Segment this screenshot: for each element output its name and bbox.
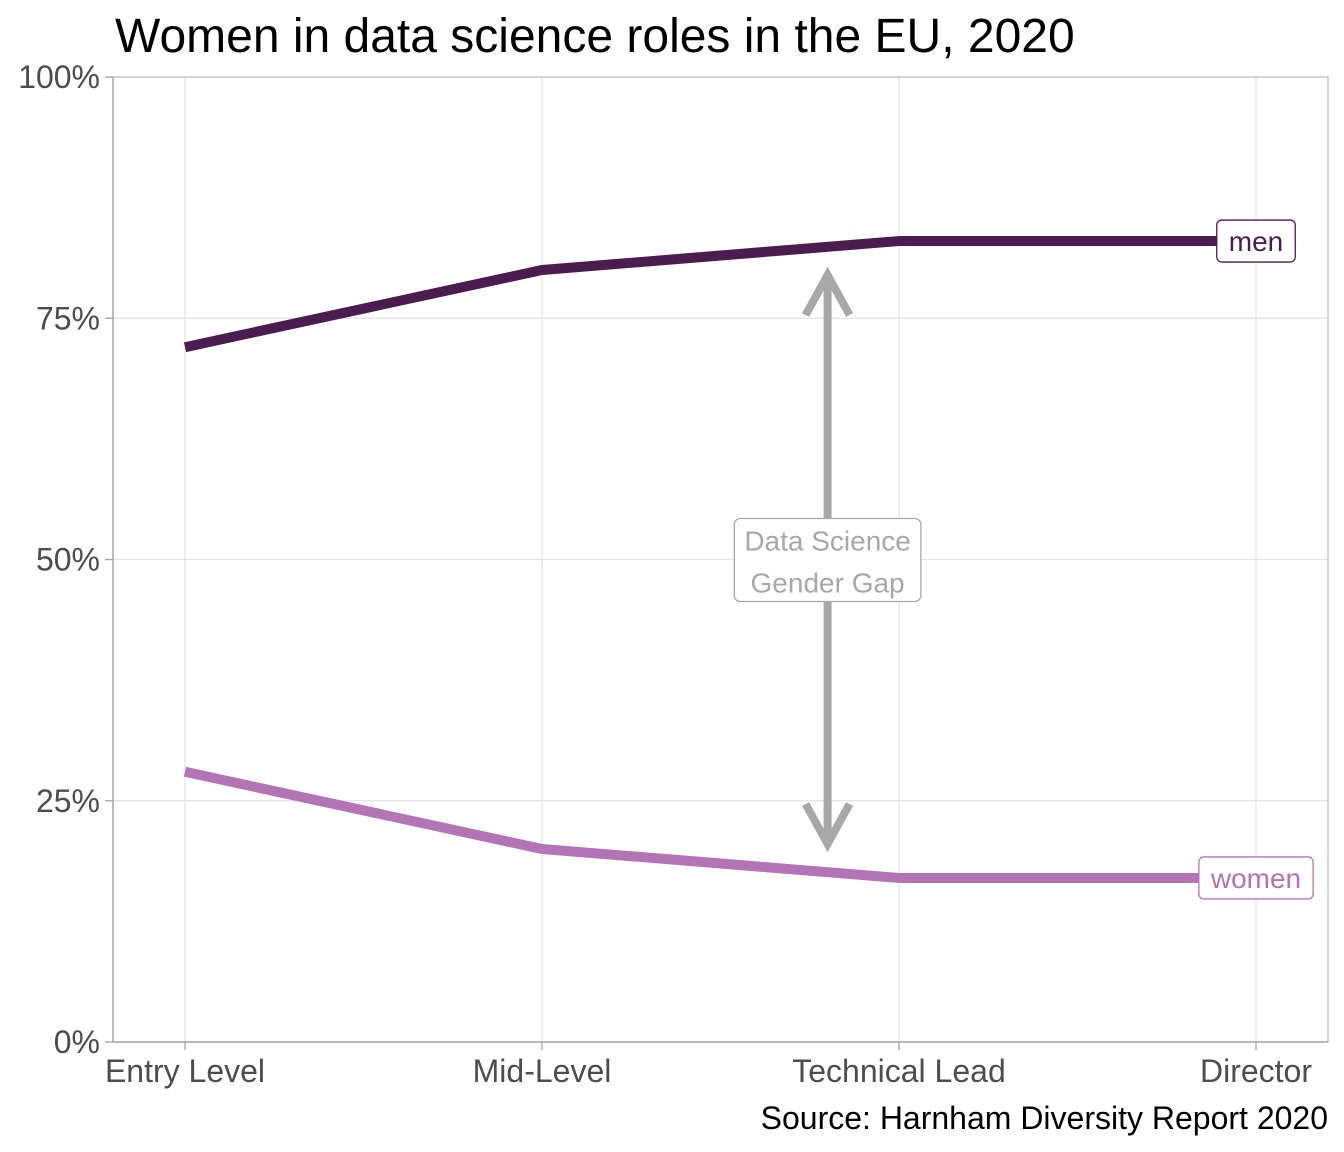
gap-annotation: Data Science Gender Gap [733, 266, 922, 853]
gap-label-line-1: Data Science [744, 526, 911, 557]
series-label-text: men [1229, 226, 1283, 257]
x-tick-label: Entry Level [105, 1053, 265, 1089]
x-tick-label: Mid-Level [473, 1053, 612, 1089]
series-label-women: women [1198, 856, 1314, 900]
y-tick-label: 100% [18, 59, 100, 95]
chart-caption: Source: Harnham Diversity Report 2020 [761, 1100, 1328, 1136]
y-tick-label: 25% [36, 783, 100, 819]
series-line-women [183, 766, 1256, 883]
series-label-box [1216, 219, 1296, 263]
chart-title: Women in data science roles in the EU, 2… [115, 10, 1075, 63]
gap-label-box [733, 517, 922, 603]
series-line-men [183, 236, 1256, 353]
gap-label-line-2: Gender Gap [751, 568, 905, 599]
y-tick-label: 50% [36, 542, 100, 578]
gap-arrow-head-bottom [802, 802, 854, 853]
series-labels: men women [1198, 219, 1314, 900]
axes: 0% 25% 50% 75% 100% Entry Level Mid-Level Techn… [18, 59, 1328, 1089]
series-label-text: women [1210, 863, 1301, 894]
series-label-box [1198, 856, 1314, 900]
y-tick-label: 0% [54, 1024, 100, 1060]
x-tick-label: Technical Lead [792, 1053, 1005, 1089]
series-label-men: men [1216, 219, 1296, 263]
gap-arrow-head-top [802, 266, 854, 317]
y-tick-label: 75% [36, 300, 100, 336]
x-tick-label: Director [1200, 1053, 1312, 1089]
series-layer [183, 236, 1256, 883]
